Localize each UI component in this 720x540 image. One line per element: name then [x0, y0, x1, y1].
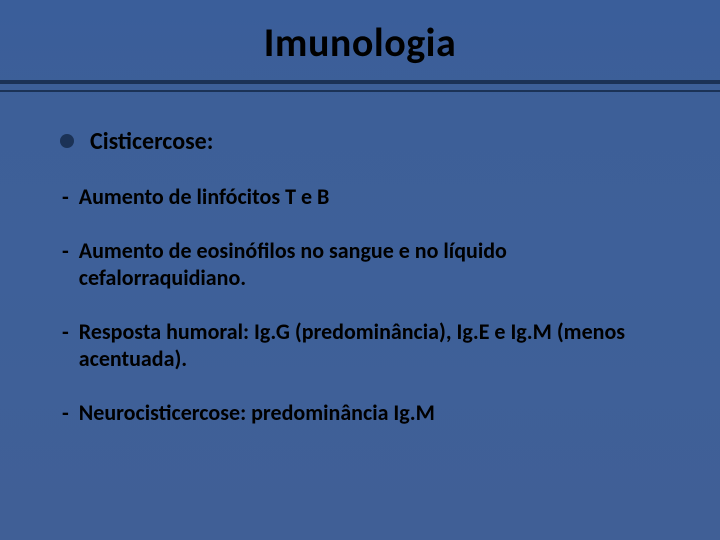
sub-bullet-text: Resposta humoral: Ig.G (predominância), … — [79, 318, 660, 373]
sub-bullet-row: - Resposta humoral: Ig.G (predominância)… — [60, 318, 660, 373]
slide-title: Imunologia — [40, 18, 680, 67]
title-rule-top — [0, 80, 720, 84]
dash-icon: - — [62, 318, 69, 346]
sub-bullet-row: - Aumento de linfócitos T e B — [60, 183, 660, 211]
sub-bullet-row: - Neurocisticercose: predominância Ig.M — [60, 399, 660, 427]
main-bullet-row: Cisticercose: — [60, 127, 660, 157]
sub-bullet-text: Aumento de eosinófilos no sangue e no lí… — [79, 237, 660, 292]
sub-bullet-text: Neurocisticercose: predominância Ig.M — [79, 399, 435, 427]
dash-icon: - — [62, 399, 69, 427]
bullet-disc-icon — [60, 134, 74, 148]
sub-bullet-text: Aumento de linfócitos T e B — [79, 183, 330, 211]
slide: Imunologia Cisticercose: - Aumento de li… — [0, 0, 720, 540]
slide-content: Cisticercose: - Aumento de linfócitos T … — [40, 97, 680, 426]
dash-icon: - — [62, 237, 69, 265]
main-bullet-text: Cisticercose: — [90, 127, 213, 157]
sub-bullet-row: - Aumento de eosinófilos no sangue e no … — [60, 237, 660, 292]
dash-icon: - — [62, 183, 69, 211]
title-rule-bottom — [0, 90, 720, 92]
